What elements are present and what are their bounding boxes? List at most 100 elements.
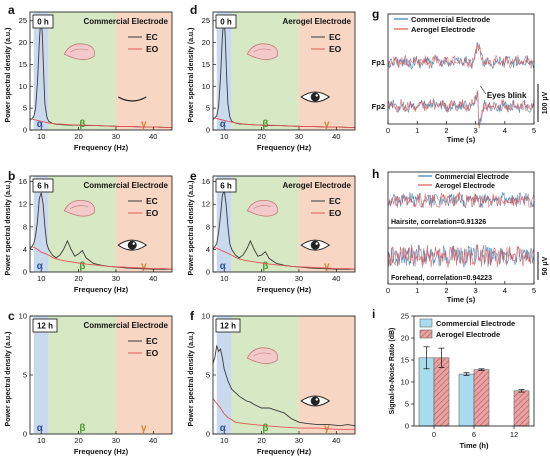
series-line-eo [212, 246, 356, 270]
band-label-beta: β [262, 119, 268, 130]
x-tick-label: 5 [532, 126, 536, 135]
x-tick-label: 3 [474, 286, 478, 295]
brain-fold [70, 205, 89, 209]
band-label-beta: β [79, 423, 85, 434]
x-tick-label: 10 [37, 132, 45, 141]
eye-pupil [310, 240, 320, 250]
brain-fold [70, 48, 89, 53]
band-label-alpha: α [37, 423, 44, 434]
plot-frame [29, 175, 173, 273]
brain-fold [253, 205, 272, 209]
psd-panel-c: α β γ 10 20 30 40 0 5 10 Frequency (Hz) Power spect… [5, 309, 173, 456]
band-gamma [298, 316, 355, 434]
panel-letter: i [372, 307, 375, 321]
band-label-alpha: α [220, 261, 227, 272]
x-tick-label: 1 [415, 126, 419, 135]
bar-aerogel-electrode [473, 369, 490, 427]
band-alpha [33, 316, 49, 434]
legend-entry: EO [329, 208, 342, 218]
series-line-eo [212, 398, 355, 430]
band-gamma [298, 12, 355, 130]
x-tick-label: 2 [444, 286, 448, 295]
y-tick-label: 10 [19, 312, 27, 321]
band-beta [48, 176, 116, 272]
channel-label: Fp2 [372, 102, 385, 111]
legend-entry: Commercial Electrode [436, 319, 515, 328]
band-label-beta: β [79, 261, 85, 272]
legend-entry: Aerogel Electrode [435, 183, 495, 190]
x-tick-label: 40 [149, 436, 157, 445]
eeg-trace [387, 42, 535, 70]
plot-frame [387, 13, 535, 125]
band-label-alpha: α [37, 119, 44, 130]
band-label-beta: β [79, 119, 85, 130]
electrode-label: Commercial Electrode [84, 17, 169, 26]
eeg-trace [387, 243, 535, 268]
x-tick-label: 3 [474, 126, 478, 135]
legend-swatch [419, 329, 433, 339]
time-label: 12 h [37, 322, 53, 331]
x-tick-label: 2 [444, 126, 448, 135]
x-tick-label: 40 [332, 274, 340, 283]
band-gamma [115, 12, 172, 130]
legend-entry: EO [329, 44, 342, 54]
x-tick-label: 4 [503, 126, 507, 135]
x-axis-label: Time (s) [447, 135, 476, 144]
time-label: 6 h [37, 182, 49, 191]
electrode-label: Aerogel Electrode [283, 17, 352, 26]
time-label: 0 h [37, 18, 49, 27]
y-tick-label: 10 [202, 312, 210, 321]
band-label-gamma: γ [141, 423, 147, 434]
x-tick-label: 20 [74, 132, 82, 141]
y-tick-label: 0 [23, 126, 27, 135]
panel-letter: e [190, 169, 197, 183]
y-tick-label: 10 [401, 378, 409, 387]
legend-entry: EC [146, 32, 158, 42]
y-tick-label: 5 [23, 371, 27, 380]
y-tick-label: 0 [405, 422, 409, 431]
plot-frame [29, 11, 173, 131]
y-tick-label: 5 [405, 400, 409, 409]
y-tick-label: 20 [202, 38, 210, 47]
eye-closed-icon [117, 96, 147, 102]
x-tick-label: 10 [37, 274, 45, 283]
annotation-arrow [480, 85, 487, 95]
legend-entry: EC [329, 32, 341, 42]
y-tick-label: 16 [202, 177, 210, 186]
x-tick-label: 10 [220, 132, 228, 141]
band-label-gamma: γ [141, 261, 147, 272]
x-tick-label: 12 [510, 430, 518, 439]
x-axis-label: Time (s) [447, 295, 476, 304]
electrode-label: Aerogel Electrode [283, 181, 352, 190]
eeg-trace [387, 244, 535, 268]
panel-letter: h [372, 167, 379, 181]
eeg-panel-h: Hairsite, correlation=0.91326 Forehead, c… [372, 167, 549, 304]
y-tick-label: 8 [206, 222, 210, 231]
y-tick-label: 25 [401, 312, 409, 321]
y-tick-label: 20 [401, 334, 409, 343]
time-label: 6 h [220, 182, 232, 191]
y-tick-label: 0 [206, 430, 210, 439]
legend-entry: EC [329, 196, 341, 206]
band-gamma [115, 176, 172, 272]
band-label-gamma: γ [324, 261, 330, 272]
eye-pupil [310, 396, 320, 406]
band-gamma [298, 176, 355, 272]
plot-frame [212, 11, 356, 131]
y-tick-label: 5 [206, 371, 210, 380]
legend-entry: EO [146, 348, 159, 358]
time-label-box [32, 178, 54, 193]
x-axis-label: Frequency (Hz) [257, 447, 312, 456]
scale-bar-label: 100 μV [542, 91, 549, 114]
scale-bar-label: 50 μV [542, 256, 549, 275]
plot-frame [387, 171, 535, 285]
time-label-box [215, 178, 237, 193]
y-tick-label: 10 [19, 82, 27, 91]
y-tick-label: 0 [23, 430, 27, 439]
band-label-alpha: α [220, 423, 227, 434]
brain-icon [246, 43, 278, 61]
brain-fold [253, 352, 272, 357]
eye-glint [315, 94, 318, 97]
eeg-panel-g: 0 1 2 3 4 5 Time (s) Fp1 Fp2 Eyes blink Commercial… [372, 7, 549, 144]
band-label-beta: β [262, 261, 268, 272]
